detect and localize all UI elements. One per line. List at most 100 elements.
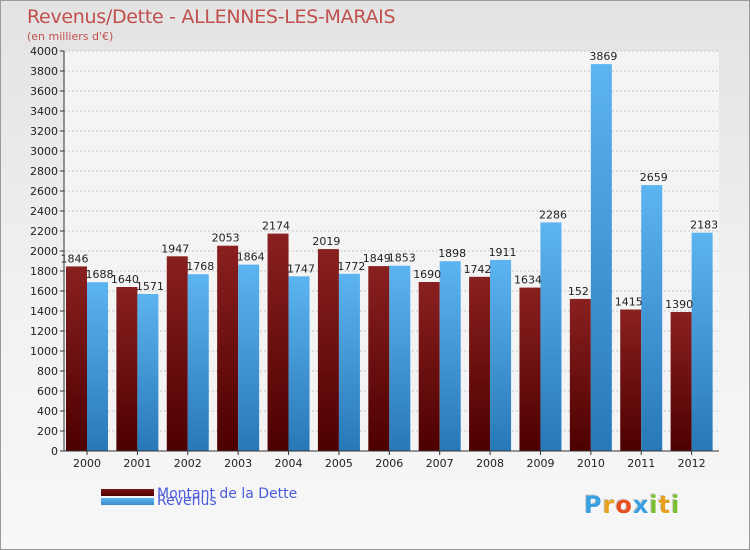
y-tick-label: 3600 xyxy=(30,85,58,98)
data-label: 1846 xyxy=(61,252,89,265)
y-tick-label: 600 xyxy=(37,385,58,398)
y-tick-label: 1800 xyxy=(30,265,58,278)
bar-revenus xyxy=(540,222,562,451)
bar-dette xyxy=(569,298,591,451)
chart-title: Revenus/Dette - ALLENNES-LES-MARAIS xyxy=(27,6,396,28)
y-tick-label: 800 xyxy=(37,365,58,378)
data-label: 1640 xyxy=(111,273,139,286)
y-tick-label: 2600 xyxy=(30,185,58,198)
y-tick-label: 1000 xyxy=(30,345,58,358)
logo-letter: P xyxy=(584,491,603,519)
x-tick-label: 2003 xyxy=(224,457,252,470)
bar-dette xyxy=(620,309,642,451)
legend-swatch-revenus xyxy=(101,498,154,505)
data-label: 1742 xyxy=(464,263,492,276)
legend-swatch-debt xyxy=(101,489,154,496)
x-tick-label: 2011 xyxy=(627,457,655,470)
data-label: 1898 xyxy=(438,247,466,260)
bar-revenus xyxy=(338,273,360,451)
data-label: 1911 xyxy=(489,246,517,259)
bar-dette xyxy=(418,282,440,451)
x-tick-label: 2004 xyxy=(275,457,303,470)
bar-dette xyxy=(317,249,339,451)
data-label: 1772 xyxy=(337,260,365,273)
bar-dette xyxy=(267,233,289,451)
logo-letter: i xyxy=(671,491,681,519)
x-tick-label: 2007 xyxy=(426,457,454,470)
data-label: 2174 xyxy=(262,220,290,233)
data-label: 1390 xyxy=(665,298,693,311)
bar-revenus xyxy=(490,259,512,451)
x-tick-label: 2001 xyxy=(123,457,151,470)
y-tick-label: 200 xyxy=(37,425,58,438)
bar-revenus xyxy=(238,264,260,451)
bar-dette xyxy=(368,266,390,451)
x-tick-label: 2012 xyxy=(678,457,706,470)
y-tick-label: 2800 xyxy=(30,165,58,178)
data-label: 1415 xyxy=(615,296,643,309)
y-tick-label: 3000 xyxy=(30,145,58,158)
y-tick-label: 1600 xyxy=(30,285,58,298)
chart-subtitle: (en milliers d'€) xyxy=(27,30,114,43)
logo-letter: o xyxy=(615,491,633,519)
bar-revenus xyxy=(590,64,612,451)
bar-revenus xyxy=(691,232,713,451)
data-label: 1864 xyxy=(237,251,265,264)
bar-dette xyxy=(519,287,541,451)
y-tick-label: 2400 xyxy=(30,205,58,218)
data-label: 1853 xyxy=(388,252,416,265)
y-tick-label: 4000 xyxy=(30,45,58,58)
y-tick-label: 3400 xyxy=(30,105,58,118)
data-label: 2183 xyxy=(690,219,718,232)
bar-dette xyxy=(469,276,491,451)
bar-revenus xyxy=(87,282,108,451)
x-tick-label: 2000 xyxy=(73,457,101,470)
bar-revenus xyxy=(187,274,209,451)
bar-dette xyxy=(217,245,239,451)
data-label: 1571 xyxy=(136,280,164,293)
y-tick-label: 3800 xyxy=(30,65,58,78)
x-tick-label: 2002 xyxy=(174,457,202,470)
bar-dette xyxy=(166,256,188,451)
data-label: 2019 xyxy=(312,235,340,248)
y-tick-label: 3200 xyxy=(30,125,58,138)
data-label: 2659 xyxy=(640,171,668,184)
y-tick-label: 1400 xyxy=(30,305,58,318)
x-tick-label: 2009 xyxy=(526,457,554,470)
legend-label-revenus: Revenus xyxy=(157,493,217,509)
data-label: 3869 xyxy=(589,50,617,63)
data-label: 1947 xyxy=(161,242,189,255)
y-tick-label: 0 xyxy=(51,445,58,458)
data-label: 1634 xyxy=(514,274,542,287)
proxiti-logo: Proxiti xyxy=(584,491,680,519)
data-label: 2286 xyxy=(539,208,567,221)
bar-dette xyxy=(670,312,692,451)
data-label: 152 xyxy=(568,285,589,298)
logo-letter: t xyxy=(658,491,672,519)
data-label: 1768 xyxy=(186,260,214,273)
y-tick-label: 400 xyxy=(37,405,58,418)
bar-revenus xyxy=(137,293,159,451)
x-tick-label: 2008 xyxy=(476,457,504,470)
data-label: 1688 xyxy=(86,268,114,281)
bar-revenus xyxy=(389,265,411,451)
logo-letter: r xyxy=(602,491,616,519)
data-label: 1849 xyxy=(363,252,391,265)
data-label: 1690 xyxy=(413,268,441,281)
bar-revenus xyxy=(439,261,461,451)
data-label: 1747 xyxy=(287,262,315,275)
y-tick-label: 2200 xyxy=(30,225,58,238)
x-tick-label: 2006 xyxy=(375,457,403,470)
bar-revenus xyxy=(641,185,663,451)
bar-dette xyxy=(116,287,138,451)
y-tick-label: 1200 xyxy=(30,325,58,338)
legend-label-debt: Montant de la Dette xyxy=(157,486,298,502)
data-label: 2053 xyxy=(212,232,240,245)
logo-letter: i xyxy=(649,491,659,519)
x-tick-label: 2010 xyxy=(577,457,605,470)
bar-revenus xyxy=(288,276,310,451)
y-tick-label: 2000 xyxy=(30,245,58,258)
logo-letter: x xyxy=(632,491,650,519)
